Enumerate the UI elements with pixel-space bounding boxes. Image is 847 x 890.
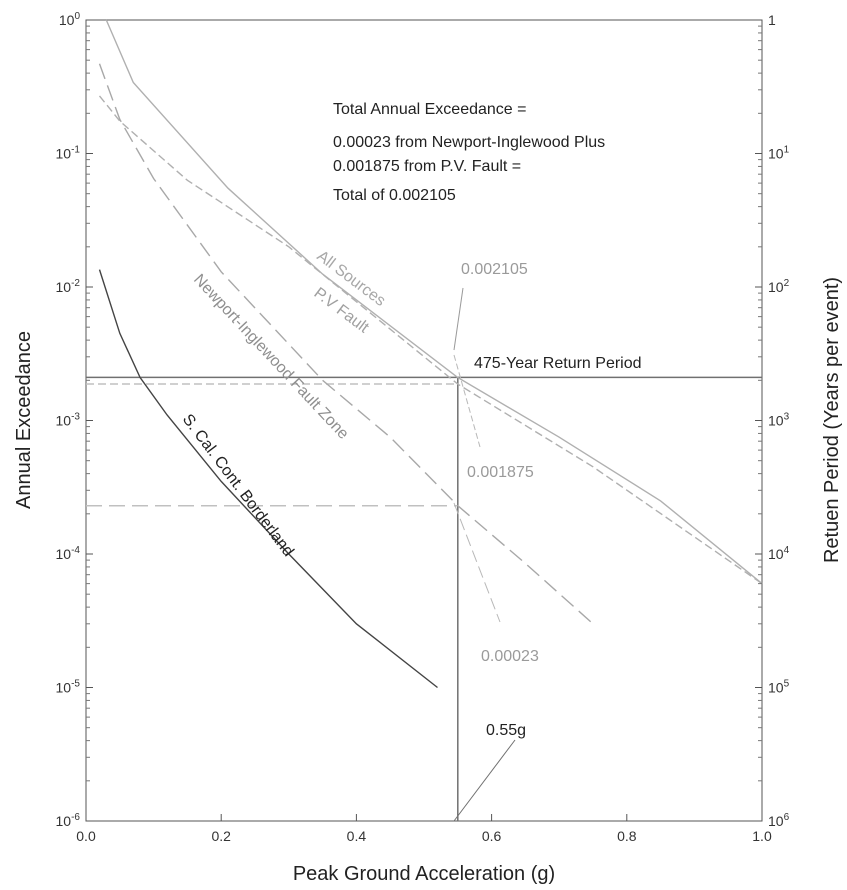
leader-line-pga [453, 739, 516, 822]
label-borderland: S. Cal. Cont. Borderland [179, 411, 297, 560]
y-tick-label: 10-1 [56, 145, 81, 162]
y2-tick-label: 106 [768, 812, 790, 829]
leader-line-pv [453, 354, 481, 448]
y-axis-title: Annual Exceedance [13, 331, 35, 509]
reference-lines [86, 376, 762, 821]
y-tick-label: 10-4 [56, 545, 81, 562]
y2-tick-label: 103 [768, 412, 790, 429]
annotation-total-line-2: 0.00023 from Newport-Inglewood Plus [333, 134, 605, 151]
y2-tick-label: 104 [768, 545, 790, 562]
y2-tick-label: 105 [768, 679, 790, 696]
series-line-newport-inglewood-fault-zone [98, 63, 594, 625]
y-tick-label: 10-2 [56, 278, 81, 295]
annotation-value-total: 0.002105 [461, 261, 528, 278]
series-line-all-sources [105, 19, 763, 585]
y-tick-label: 10-3 [56, 412, 81, 429]
axis-ticks: 0.0 0.2 0.4 0.6 0.8 1.0 100 1 10-1 101 10-2 102 10-3… [56, 11, 790, 844]
x-tick-label: 0.2 [211, 828, 231, 844]
leader-line-total [453, 287, 464, 351]
y2-tick-label: 102 [768, 278, 790, 295]
series-line-s-cal-cont-borderland [98, 269, 438, 689]
series-lines [98, 19, 763, 689]
y-tick-label: 10-5 [56, 679, 81, 696]
y-tick-label: 10-6 [56, 812, 81, 829]
leader-line-ni [453, 502, 501, 623]
x-tick-label: 0.4 [347, 828, 367, 844]
x-tick-label: 0.0 [76, 828, 96, 844]
x-axis-title: Peak Ground Acceleration (g) [293, 863, 555, 885]
y2-axis-title: Retuen Period (Years per event) [821, 277, 843, 563]
x-tick-label: 1.0 [752, 828, 772, 844]
annotation-pga: 0.55g [486, 722, 526, 739]
series-line-p-v-fault [98, 95, 763, 585]
annotation-total-line-1: Total Annual Exceedance = [333, 101, 526, 118]
annotation-return-period: 475-Year Return Period [474, 355, 642, 372]
annotation-value-ni: 0.00023 [481, 648, 539, 665]
x-tick-label: 0.8 [617, 828, 637, 844]
y2-tick-label: 101 [768, 145, 790, 162]
x-tick-label: 0.6 [482, 828, 502, 844]
annotation-value-pv: 0.001875 [467, 464, 534, 481]
annotation-total-line-3: 0.001875 from P.V. Fault = [333, 158, 521, 175]
annotation-total-line-4: Total of 0.002105 [333, 187, 456, 204]
y2-tick-label: 1 [768, 12, 776, 28]
y-tick-label: 100 [59, 11, 81, 28]
